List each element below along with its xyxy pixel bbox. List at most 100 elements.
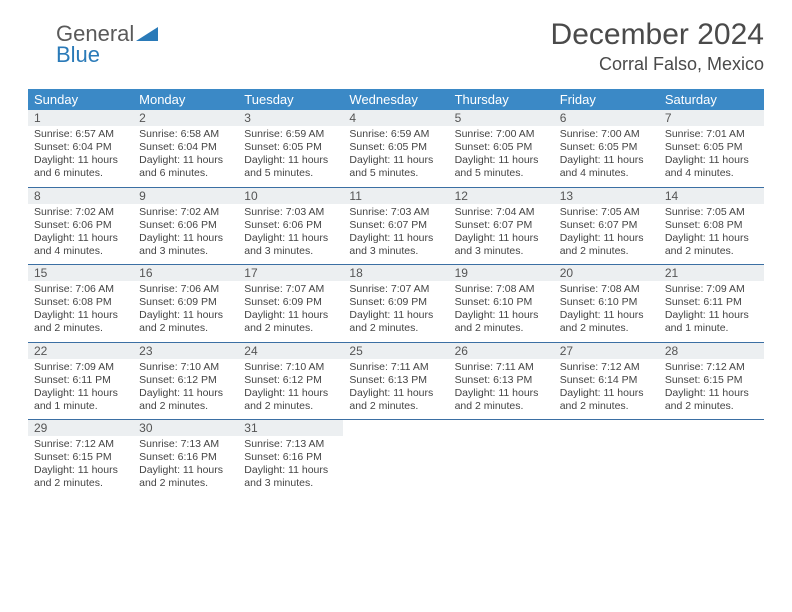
calendar-cell: 31Sunrise: 7:13 AMSunset: 6:16 PMDayligh… (238, 420, 343, 497)
sunrise-line: Sunrise: 7:02 AM (139, 206, 232, 219)
logo-triangle-icon (136, 24, 158, 45)
day-body: Sunrise: 7:12 AMSunset: 6:15 PMDaylight:… (659, 359, 764, 420)
sunrise-line: Sunrise: 7:10 AM (139, 361, 232, 374)
daylight-line: Daylight: 11 hours and 2 minutes. (665, 232, 758, 258)
day-number: 21 (659, 265, 764, 281)
sunset-line: Sunset: 6:12 PM (139, 374, 232, 387)
day-number: 3 (238, 110, 343, 126)
sunset-line: Sunset: 6:05 PM (455, 141, 548, 154)
day-body: Sunrise: 7:02 AMSunset: 6:06 PMDaylight:… (133, 204, 238, 265)
day-number: 16 (133, 265, 238, 281)
sunrise-line: Sunrise: 7:12 AM (665, 361, 758, 374)
day-body: Sunrise: 7:11 AMSunset: 6:13 PMDaylight:… (449, 359, 554, 420)
calendar-cell: 12Sunrise: 7:04 AMSunset: 6:07 PMDayligh… (449, 187, 554, 265)
daylight-line: Daylight: 11 hours and 2 minutes. (34, 464, 127, 490)
sunset-line: Sunset: 6:05 PM (349, 141, 442, 154)
daylight-line: Daylight: 11 hours and 4 minutes. (34, 232, 127, 258)
sunrise-line: Sunrise: 7:03 AM (244, 206, 337, 219)
calendar-cell: 14Sunrise: 7:05 AMSunset: 6:08 PMDayligh… (659, 187, 764, 265)
sunrise-line: Sunrise: 7:11 AM (349, 361, 442, 374)
calendar-cell (449, 420, 554, 497)
sunrise-line: Sunrise: 7:12 AM (560, 361, 653, 374)
day-number: 26 (449, 343, 554, 359)
day-body: Sunrise: 7:06 AMSunset: 6:08 PMDaylight:… (28, 281, 133, 342)
day-number: 13 (554, 188, 659, 204)
calendar-cell: 22Sunrise: 7:09 AMSunset: 6:11 PMDayligh… (28, 342, 133, 420)
day-number: 9 (133, 188, 238, 204)
sunset-line: Sunset: 6:12 PM (244, 374, 337, 387)
day-number: 23 (133, 343, 238, 359)
sunrise-line: Sunrise: 7:13 AM (244, 438, 337, 451)
day-header: Saturday (659, 89, 764, 110)
daylight-line: Daylight: 11 hours and 1 minute. (34, 387, 127, 413)
daylight-line: Daylight: 11 hours and 6 minutes. (139, 154, 232, 180)
day-number: 10 (238, 188, 343, 204)
calendar-cell: 28Sunrise: 7:12 AMSunset: 6:15 PMDayligh… (659, 342, 764, 420)
sunset-line: Sunset: 6:08 PM (34, 296, 127, 309)
day-number: 11 (343, 188, 448, 204)
day-body: Sunrise: 7:03 AMSunset: 6:06 PMDaylight:… (238, 204, 343, 265)
calendar-cell: 30Sunrise: 7:13 AMSunset: 6:16 PMDayligh… (133, 420, 238, 497)
day-body: Sunrise: 7:00 AMSunset: 6:05 PMDaylight:… (449, 126, 554, 187)
calendar-cell: 5Sunrise: 7:00 AMSunset: 6:05 PMDaylight… (449, 110, 554, 187)
sunset-line: Sunset: 6:14 PM (560, 374, 653, 387)
day-number: 25 (343, 343, 448, 359)
daylight-line: Daylight: 11 hours and 5 minutes. (244, 154, 337, 180)
day-number: 18 (343, 265, 448, 281)
day-header: Monday (133, 89, 238, 110)
sunrise-line: Sunrise: 7:11 AM (455, 361, 548, 374)
sunrise-line: Sunrise: 7:13 AM (139, 438, 232, 451)
calendar-cell: 8Sunrise: 7:02 AMSunset: 6:06 PMDaylight… (28, 187, 133, 265)
sunrise-line: Sunrise: 6:59 AM (244, 128, 337, 141)
calendar-cell: 1Sunrise: 6:57 AMSunset: 6:04 PMDaylight… (28, 110, 133, 187)
sunset-line: Sunset: 6:11 PM (34, 374, 127, 387)
sunrise-line: Sunrise: 7:00 AM (455, 128, 548, 141)
sunset-line: Sunset: 6:07 PM (560, 219, 653, 232)
sunset-line: Sunset: 6:06 PM (34, 219, 127, 232)
daylight-line: Daylight: 11 hours and 6 minutes. (34, 154, 127, 180)
day-body: Sunrise: 7:05 AMSunset: 6:08 PMDaylight:… (659, 204, 764, 265)
day-body: Sunrise: 7:02 AMSunset: 6:06 PMDaylight:… (28, 204, 133, 265)
day-number: 7 (659, 110, 764, 126)
sunrise-line: Sunrise: 7:07 AM (244, 283, 337, 296)
day-number: 22 (28, 343, 133, 359)
header: General Blue December 2024 Corral Falso,… (28, 18, 764, 75)
sunset-line: Sunset: 6:09 PM (349, 296, 442, 309)
sunrise-line: Sunrise: 7:01 AM (665, 128, 758, 141)
sunset-line: Sunset: 6:16 PM (139, 451, 232, 464)
title-block: December 2024 Corral Falso, Mexico (551, 18, 764, 75)
calendar-cell: 20Sunrise: 7:08 AMSunset: 6:10 PMDayligh… (554, 265, 659, 343)
calendar-cell: 15Sunrise: 7:06 AMSunset: 6:08 PMDayligh… (28, 265, 133, 343)
daylight-line: Daylight: 11 hours and 2 minutes. (560, 309, 653, 335)
sunrise-line: Sunrise: 7:06 AM (139, 283, 232, 296)
sunset-line: Sunset: 6:05 PM (665, 141, 758, 154)
daylight-line: Daylight: 11 hours and 3 minutes. (244, 232, 337, 258)
calendar-cell: 21Sunrise: 7:09 AMSunset: 6:11 PMDayligh… (659, 265, 764, 343)
calendar-cell: 19Sunrise: 7:08 AMSunset: 6:10 PMDayligh… (449, 265, 554, 343)
day-number: 4 (343, 110, 448, 126)
daylight-line: Daylight: 11 hours and 1 minute. (665, 309, 758, 335)
sunset-line: Sunset: 6:09 PM (139, 296, 232, 309)
sunrise-line: Sunrise: 7:07 AM (349, 283, 442, 296)
calendar-head: SundayMondayTuesdayWednesdayThursdayFrid… (28, 89, 764, 110)
daylight-line: Daylight: 11 hours and 2 minutes. (244, 387, 337, 413)
sunrise-line: Sunrise: 7:08 AM (455, 283, 548, 296)
sunset-line: Sunset: 6:09 PM (244, 296, 337, 309)
calendar-cell (343, 420, 448, 497)
day-body: Sunrise: 7:04 AMSunset: 6:07 PMDaylight:… (449, 204, 554, 265)
calendar-cell: 17Sunrise: 7:07 AMSunset: 6:09 PMDayligh… (238, 265, 343, 343)
day-body: Sunrise: 7:09 AMSunset: 6:11 PMDaylight:… (28, 359, 133, 420)
day-number: 31 (238, 420, 343, 436)
daylight-line: Daylight: 11 hours and 2 minutes. (139, 309, 232, 335)
sunrise-line: Sunrise: 7:09 AM (665, 283, 758, 296)
calendar-cell: 7Sunrise: 7:01 AMSunset: 6:05 PMDaylight… (659, 110, 764, 187)
daylight-line: Daylight: 11 hours and 3 minutes. (244, 464, 337, 490)
daylight-line: Daylight: 11 hours and 2 minutes. (139, 464, 232, 490)
daylight-line: Daylight: 11 hours and 2 minutes. (455, 387, 548, 413)
sunset-line: Sunset: 6:10 PM (560, 296, 653, 309)
daylight-line: Daylight: 11 hours and 2 minutes. (139, 387, 232, 413)
sunrise-line: Sunrise: 7:12 AM (34, 438, 127, 451)
calendar-cell: 29Sunrise: 7:12 AMSunset: 6:15 PMDayligh… (28, 420, 133, 497)
calendar-cell (554, 420, 659, 497)
daylight-line: Daylight: 11 hours and 2 minutes. (560, 387, 653, 413)
